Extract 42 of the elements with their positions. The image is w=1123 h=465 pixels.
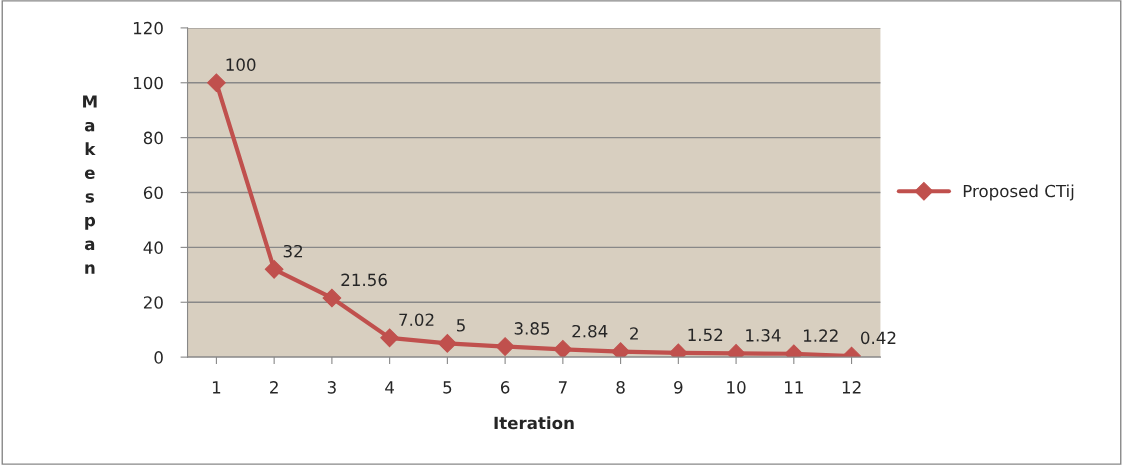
y-tick-label: 100	[133, 76, 163, 90]
y-tick-label: 0	[154, 351, 163, 364]
point	[495, 337, 515, 356]
point	[380, 328, 399, 348]
x-axis-title: Iteration	[494, 416, 574, 430]
x-tick-label: 6	[500, 381, 510, 394]
data-label: 5	[456, 319, 465, 332]
data-label: 1.34	[746, 329, 781, 342]
legend-label: Proposed CTij	[963, 184, 1074, 201]
y-axis-title: Makespan	[83, 95, 97, 274]
x-tick-label: 2	[270, 381, 278, 394]
x-tick-label: 12	[842, 381, 861, 394]
x-tick-label: 4	[385, 381, 394, 394]
data-label: 21.56	[341, 273, 387, 287]
point	[438, 334, 457, 353]
data-label: 3.85	[514, 322, 550, 335]
y-tick-label: 40	[143, 241, 163, 254]
x-tick-label: 9	[674, 381, 683, 394]
x-tick-label: 1	[212, 381, 221, 394]
data-label: 100	[226, 58, 256, 71]
point	[207, 73, 226, 93]
x-tick-label: 3	[327, 381, 336, 394]
y-tick-label: 60	[143, 186, 163, 200]
data-label: 0.42	[860, 331, 896, 345]
x-tick-label: 11	[785, 381, 803, 394]
x-tick-label: 10	[727, 381, 746, 394]
y-tick-label: 80	[143, 131, 163, 145]
point	[264, 259, 284, 279]
data-label: 1.22	[803, 329, 838, 342]
data-label: 7.02	[399, 313, 434, 327]
data-label: 32	[283, 244, 303, 258]
data-label: 1.52	[688, 328, 723, 342]
data-label: 2	[630, 327, 638, 340]
x-tick-label: 5	[443, 381, 452, 394]
data-label: 2.84	[572, 324, 608, 338]
y-tick-label: 120	[133, 21, 163, 35]
point	[611, 342, 630, 358]
x-tick-label: 7	[558, 381, 567, 394]
point	[322, 288, 342, 308]
y-tick-label: 20	[143, 296, 163, 309]
point	[553, 339, 573, 358]
x-tick-label: 8	[616, 381, 625, 394]
